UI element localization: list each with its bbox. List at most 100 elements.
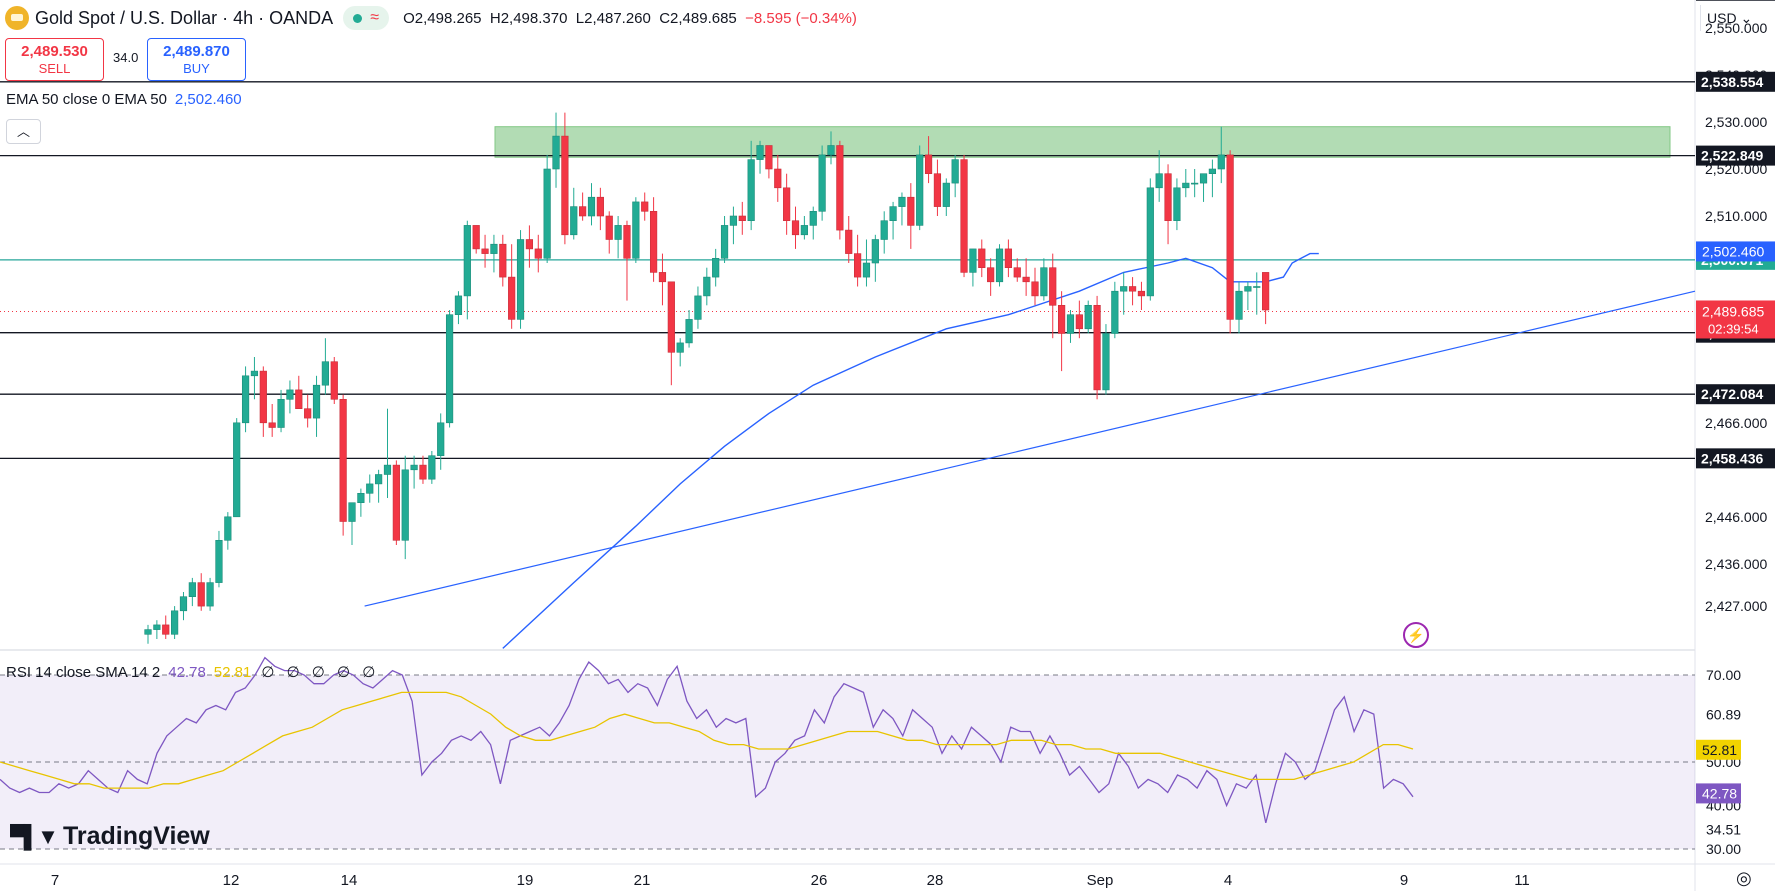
candle-body xyxy=(179,596,188,612)
candle xyxy=(1217,126,1225,184)
candle xyxy=(658,253,667,306)
candle-body xyxy=(889,206,897,222)
candle xyxy=(215,530,223,588)
collapse-legend-button[interactable]: ︿ xyxy=(6,119,41,144)
price-tick-label: 2,510.000 xyxy=(1705,208,1767,224)
time-tick-label: 19 xyxy=(517,872,534,889)
candle xyxy=(596,187,604,231)
candle-body xyxy=(481,248,489,254)
candle xyxy=(1120,272,1128,315)
candle xyxy=(765,145,773,179)
candle-body xyxy=(1084,304,1092,330)
candle-body xyxy=(880,220,888,240)
candle xyxy=(144,624,152,644)
candle xyxy=(1244,281,1252,310)
candle xyxy=(1004,239,1012,278)
candle xyxy=(853,234,862,287)
ascending-trendline xyxy=(364,290,1696,607)
candle-body xyxy=(1031,281,1039,297)
candle xyxy=(330,357,338,404)
candle xyxy=(614,216,622,259)
candle-body xyxy=(499,243,507,278)
candle xyxy=(987,258,995,296)
tradingview-logo[interactable]: ▀▌▼ TradingView xyxy=(10,822,210,851)
candle-body xyxy=(720,225,729,259)
time-tick-label: 9 xyxy=(1400,872,1408,889)
candle xyxy=(1137,281,1146,310)
candle xyxy=(1173,178,1181,231)
candle xyxy=(818,145,826,221)
candle-body xyxy=(667,281,675,353)
candle xyxy=(720,216,729,263)
market-status-pill[interactable]: ≈ xyxy=(343,6,390,30)
candle xyxy=(508,244,516,329)
ema-value-tag xyxy=(1696,241,1775,262)
candle-body xyxy=(268,422,276,428)
buy-button[interactable]: 2,489.870 BUY xyxy=(147,38,246,81)
candle-body xyxy=(774,168,782,189)
candle xyxy=(641,192,649,221)
candle-body xyxy=(800,225,808,236)
candle-body xyxy=(853,253,862,278)
candle-body xyxy=(836,145,844,231)
candle xyxy=(579,192,587,221)
candle xyxy=(357,488,365,517)
candle-body xyxy=(206,582,214,607)
resistance-zone xyxy=(494,126,1671,158)
rsi-legend-label: RSI 14 close SMA 14 2 xyxy=(6,664,161,681)
candle xyxy=(694,286,702,329)
candle-body xyxy=(1111,290,1119,334)
ema-legend[interactable]: EMA 50 close 0 EMA 50 2,502.460 xyxy=(6,91,242,108)
ohlc-close: C2,489.685 xyxy=(659,9,737,27)
rsi-legend[interactable]: RSI 14 close SMA 14 2 42.78 52.81 ∅ ∅ ∅ ∅ ∅ xyxy=(6,663,379,681)
candle-body xyxy=(1199,173,1208,184)
candle-body xyxy=(454,295,463,315)
candle-body xyxy=(1262,272,1270,311)
candle-body xyxy=(525,239,534,250)
candle xyxy=(871,234,879,282)
candle xyxy=(570,187,578,240)
candle xyxy=(774,154,782,202)
candle-body xyxy=(1128,286,1137,292)
level-tag-label: 2,472.084 xyxy=(1701,386,1763,402)
candle-body xyxy=(348,502,356,522)
lightning-event-icon[interactable]: ⚡ xyxy=(1403,622,1429,648)
level-tag-label: 2,458.436 xyxy=(1701,450,1763,466)
candle-body xyxy=(215,539,223,583)
candle-body xyxy=(756,145,764,160)
candle xyxy=(516,230,525,329)
symbol-title[interactable]: Gold Spot / U.S. Dollar · 4h · OANDA xyxy=(35,7,334,28)
candle xyxy=(339,394,347,536)
candle-body xyxy=(472,225,480,250)
candle-body xyxy=(144,629,152,635)
price-tick-label: 2,436.000 xyxy=(1705,556,1767,572)
ohlc-low: L2,487.260 xyxy=(575,9,651,27)
time-tick-label: 4 xyxy=(1224,872,1232,889)
candle-body xyxy=(508,276,516,320)
candle-body xyxy=(516,239,525,320)
settings-target-icon[interactable]: ◎ xyxy=(1736,868,1752,888)
candle xyxy=(366,474,374,503)
candle xyxy=(747,140,755,231)
candle xyxy=(392,460,400,545)
spread-value: 34.0 xyxy=(113,50,139,65)
candle-body xyxy=(1058,304,1066,334)
candle xyxy=(924,136,933,184)
candle xyxy=(525,225,534,268)
chevron-up-icon: ︿ xyxy=(16,124,30,139)
candle xyxy=(197,573,205,611)
candle xyxy=(171,606,179,639)
wave-icon: ≈ xyxy=(370,9,379,26)
candle xyxy=(916,145,924,231)
currency-selector[interactable]: USD ⌄ xyxy=(1700,5,1770,31)
candle xyxy=(738,201,746,235)
candle xyxy=(428,451,436,484)
candle-body xyxy=(623,225,631,259)
chevron-down-icon: ⌄ xyxy=(1740,10,1753,26)
sell-button[interactable]: 2,489.530 SELL xyxy=(5,38,104,81)
rsi-tick-label: 60.89 xyxy=(1706,707,1741,723)
candle xyxy=(978,239,986,278)
ema-legend-value: 2,502.460 xyxy=(174,91,242,108)
candle-body xyxy=(224,516,232,541)
